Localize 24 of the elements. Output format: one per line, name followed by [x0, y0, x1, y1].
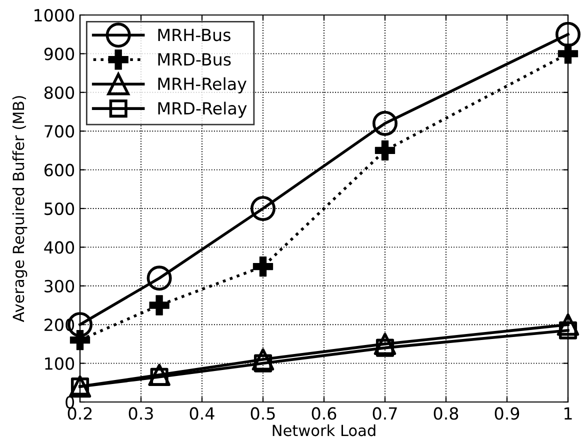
- y-tick-label: 300: [44, 280, 74, 292]
- legend-label: MRD-Bus: [158, 53, 231, 66]
- legend-label: MRH-Relay: [158, 77, 246, 94]
- legend-label: MRH-Bus: [158, 28, 230, 42]
- x-tick-label: 0.2: [68, 407, 92, 420]
- x-tick-label: 0.8: [434, 407, 458, 420]
- y-tick-label: 800: [44, 86, 74, 99]
- y-axis-title: Average Required Buffer (MB): [12, 96, 28, 322]
- y-tick-label: 700: [44, 125, 74, 138]
- x-tick-label: 0.7: [372, 407, 397, 420]
- x-tick-label: 0.6: [312, 407, 336, 420]
- x-tick-label: 1: [564, 407, 572, 420]
- x-tick-label: 0.3: [128, 407, 153, 420]
- y-tick-label: 500: [44, 202, 74, 216]
- x-tick-label: 0.9: [494, 407, 520, 420]
- legend-label: MRD-Relay: [158, 102, 247, 118]
- x-axis-title: Network Load: [272, 424, 376, 436]
- x-tick-label: 0.4: [190, 407, 214, 420]
- y-tick-label: 600: [44, 164, 74, 176]
- y-tick-label: 100: [45, 357, 74, 370]
- x-tick-label: 0.5: [250, 407, 275, 420]
- y-tick-label: 1000: [34, 8, 74, 22]
- y-tick-label: 400: [44, 241, 74, 254]
- y-tick-label: 900: [44, 48, 74, 60]
